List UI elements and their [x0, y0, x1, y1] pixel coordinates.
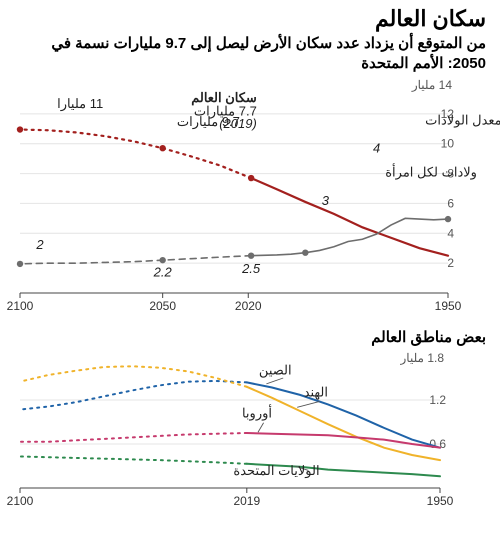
svg-text:1.2: 1.2: [429, 393, 446, 407]
ann-f_22: 2.2: [153, 265, 173, 280]
ann-val_2100: 11 مليارا: [57, 96, 103, 112]
series-population_solid: [251, 178, 448, 256]
series-china_dotted: [20, 381, 247, 410]
series-europe_solid: [247, 433, 440, 448]
label-usa: الولايات المتحدة: [233, 463, 319, 479]
svg-text:0.6: 0.6: [429, 437, 446, 451]
svg-text:1950: 1950: [427, 494, 454, 508]
top-chart: 2468101214 مليار1950202020502100سكان الع…: [14, 80, 486, 315]
svg-text:4: 4: [447, 226, 454, 240]
series-fertility_solid: [251, 218, 448, 255]
svg-text:2020: 2020: [235, 299, 262, 313]
ann-f_25: 2.5: [241, 261, 261, 276]
label-china: الصين: [259, 362, 292, 378]
svg-text:2050: 2050: [149, 299, 176, 313]
section2-title: بعض مناطق العالم: [371, 328, 486, 346]
svg-text:6: 6: [447, 196, 454, 210]
series-population_dotted: [20, 130, 251, 179]
main-title: سكان العالم: [375, 6, 486, 32]
svg-text:1.8 مليار: 1.8 مليار: [400, 351, 445, 365]
series-usa_dotted: [20, 456, 247, 463]
svg-text:1950: 1950: [435, 299, 462, 313]
svg-text:2100: 2100: [7, 494, 34, 508]
svg-text:2019: 2019: [233, 494, 260, 508]
series-china_solid: [247, 382, 440, 447]
subtitle: من المتوقع أن يزداد عدد سكان الأرض ليصل …: [14, 34, 486, 75]
ann-f_2: 2: [35, 237, 44, 252]
ann-birth_rate: معدل الولادات: [425, 112, 500, 128]
series-europe_dotted: [20, 433, 247, 442]
label-india: الهند: [304, 384, 328, 400]
svg-text:14 مليار: 14 مليار: [411, 78, 452, 92]
ann-val_2050: 9.7 مليارات: [177, 114, 240, 130]
series-india_solid: [247, 387, 440, 460]
bottom-chart: 0.61.21.8 مليار195020192100الصينالهندأور…: [14, 350, 486, 510]
ann-f_4: 4: [373, 141, 380, 156]
ann-f_3: 3: [322, 193, 330, 208]
infographic: سكان العالم من المتوقع أن يزداد عدد سكان…: [0, 0, 500, 550]
svg-text:2100: 2100: [7, 299, 34, 313]
series-india_dotted: [20, 366, 247, 387]
svg-text:2: 2: [447, 256, 454, 270]
label-europe: أوروبا: [242, 405, 272, 422]
svg-text:10: 10: [441, 137, 455, 151]
ann-per_woman: ولادات لكل امرأة: [385, 164, 477, 181]
